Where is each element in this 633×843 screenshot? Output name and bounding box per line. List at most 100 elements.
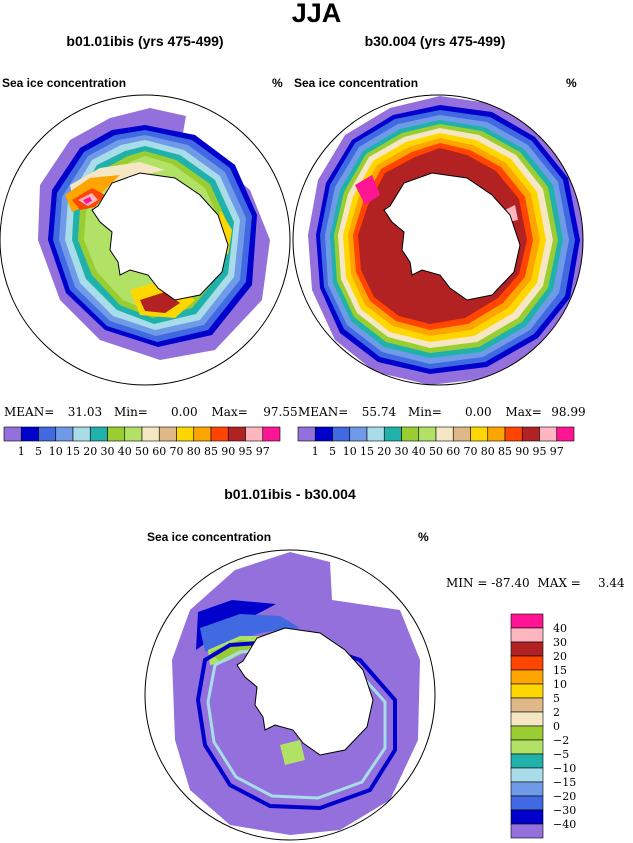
cb2-swatch-4 — [366, 426, 385, 442]
panel-3-stats: MIN = -87.40 MAX = 3.44 — [446, 576, 625, 590]
figure-title: JJA — [291, 0, 342, 28]
cb2-swatch-0 — [297, 426, 316, 442]
cb3-swatch-5 — [510, 683, 544, 699]
panel-1-colorbar: 1 5 10 15 20 30 40 50 60 70 80 85 90 95 97 — [3, 426, 281, 458]
panel-2-variable: Sea ice concentration — [294, 76, 419, 90]
cb1-swatch-9 — [158, 426, 177, 442]
cb1-tick-label: 30 — [101, 445, 115, 458]
cb2-tick-label: 15 — [360, 445, 374, 458]
panel-1-title: b01.01ibis (yrs 475-499) — [66, 33, 224, 49]
cb1-tick-label: 60 — [152, 445, 166, 458]
panel-2-stats: MEAN= 55.74 Min= 0.00 Max= 98.99 — [298, 405, 586, 419]
cb2-tick-label: 10 — [343, 445, 357, 458]
mean-label: MEAN= — [298, 405, 349, 419]
cb3-swatch-10 — [510, 753, 544, 769]
mean-label: MEAN= — [4, 405, 55, 419]
cb3-tick-label: 10 — [553, 678, 567, 691]
cb1-tick-label: 10 — [49, 445, 63, 458]
cb1-swatch-0 — [3, 426, 22, 442]
cb2-swatch-6 — [401, 426, 420, 442]
cb3-tick-label: 30 — [553, 636, 567, 649]
cb2-tick-label: 20 — [377, 445, 391, 458]
cb3-tick-label: 2 — [553, 706, 560, 719]
cb2-tick-label: 90 — [515, 445, 529, 458]
cb3-tick-label: 40 — [553, 622, 567, 635]
cb1-tick-label: 97 — [256, 445, 270, 458]
cb3-swatch-8 — [510, 725, 544, 741]
cb2-tick-label: 50 — [429, 445, 443, 458]
cb2-tick-label: 5 — [329, 445, 336, 458]
max-label: Max= — [211, 405, 248, 419]
cb2-tick-label: 30 — [395, 445, 409, 458]
cb3-swatch-0 — [510, 613, 544, 629]
min-value: 0.00 — [170, 405, 198, 419]
panel-2-colorbar: 1 5 10 15 20 30 40 50 60 70 80 85 90 95 97 — [297, 426, 575, 458]
min-label: Min= — [113, 405, 148, 419]
panel-3-title: b01.01ibis - b30.004 — [224, 486, 356, 502]
cb3-swatch-1 — [510, 627, 544, 643]
cb3-tick-label: −40 — [553, 818, 576, 831]
cb2-swatch-7 — [418, 426, 437, 442]
cb2-swatch-14 — [539, 426, 558, 442]
panel-2-units: % — [566, 76, 577, 90]
cb2-tick-label: 85 — [498, 445, 512, 458]
cb1-tick-label: 90 — [221, 445, 235, 458]
cb3-tick-label: −10 — [553, 762, 576, 775]
cb1-tick-label: 15 — [66, 445, 80, 458]
panel-2-title: b30.004 (yrs 475-499) — [364, 33, 506, 49]
cb3-tick-label: −2 — [553, 734, 569, 747]
antarctica — [236, 627, 374, 756]
cb1-tick-label: 50 — [135, 445, 149, 458]
cb1-swatch-1 — [20, 426, 39, 442]
max-value: 3.44 — [597, 576, 625, 590]
cb1-swatch-15 — [262, 426, 281, 442]
cb2-tick-label: 1 — [312, 445, 319, 458]
cb1-swatch-7 — [124, 426, 143, 442]
cb2-tick-label: 95 — [533, 445, 547, 458]
cb3-swatch-3 — [510, 655, 544, 671]
cb1-tick-label: 80 — [187, 445, 201, 458]
diff-band-small — [280, 740, 305, 765]
antarctica — [91, 172, 229, 301]
cb3-swatch-12 — [510, 781, 544, 797]
cb1-tick-label: 20 — [83, 445, 97, 458]
max-value: 97.55 — [263, 405, 298, 419]
min-value: 0.00 — [464, 405, 492, 419]
max-label: Max= — [505, 405, 542, 419]
panel-1-stats: MEAN= 31.03 Min= 0.00 Max= 97.55 — [4, 405, 298, 419]
cb2-tick-label: 60 — [446, 445, 460, 458]
cb1-swatch-11 — [193, 426, 212, 442]
cb3-swatch-13 — [510, 795, 544, 811]
cb3-swatch-7 — [510, 711, 544, 727]
panel-1-units: % — [272, 76, 283, 90]
ice-band-ross-high — [140, 292, 180, 313]
cb2-swatch-11 — [487, 426, 506, 442]
cb2-swatch-12 — [504, 426, 523, 442]
cb3-tick-label: −15 — [553, 776, 576, 789]
panel-3-variable: Sea ice concentration — [147, 530, 272, 544]
min-value: -87.40 — [491, 576, 530, 590]
cb2-swatch-3 — [349, 426, 368, 442]
cb1-swatch-8 — [141, 426, 160, 442]
cb1-swatch-2 — [38, 426, 57, 442]
min-label: MIN = — [446, 576, 488, 590]
cb3-tick-label: −30 — [553, 804, 576, 817]
antarctica — [383, 172, 521, 301]
panel-3-map — [144, 549, 436, 841]
ice-band-97pct — [355, 175, 380, 205]
cb3-tick-label: −5 — [553, 748, 569, 761]
cb3-swatch-6 — [510, 697, 544, 713]
cb1-swatch-13 — [227, 426, 246, 442]
diff-band-neg20 — [200, 614, 300, 652]
cb3-tick-label: 20 — [553, 650, 567, 663]
cb2-tick-label: 40 — [412, 445, 426, 458]
cb2-swatch-1 — [314, 426, 333, 442]
max-value: 98.99 — [551, 405, 586, 419]
cb1-tick-label: 40 — [118, 445, 132, 458]
cb2-tick-label: 97 — [550, 445, 564, 458]
cb3-swatch-11 — [510, 767, 544, 783]
cb2-swatch-9 — [452, 426, 471, 442]
ice-band-97pct — [83, 197, 92, 204]
